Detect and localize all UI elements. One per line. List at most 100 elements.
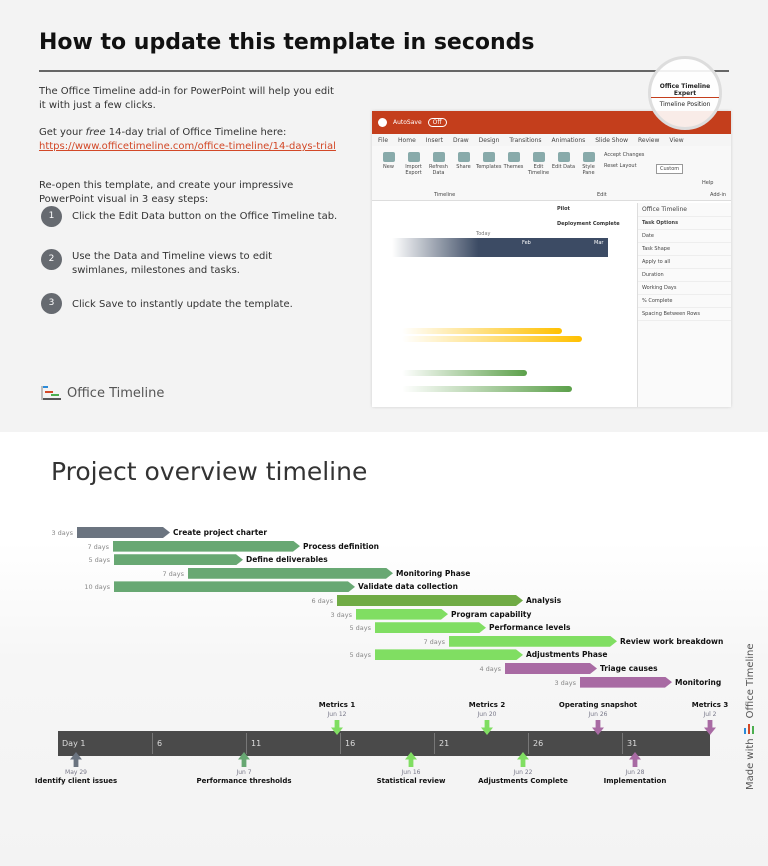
task-bar[interactable]	[114, 581, 355, 592]
task-label: Monitoring	[675, 677, 722, 687]
menu-tab[interactable]: Transitions	[509, 136, 542, 144]
reset-layout[interactable]: Reset Layout	[604, 163, 637, 169]
menu-tab[interactable]: Review	[638, 136, 660, 144]
pane-item[interactable]: Date	[638, 230, 731, 243]
pane-item[interactable]: Working Days	[638, 282, 731, 295]
milestone-label: Operating snapshot	[558, 701, 638, 709]
project-title: Project overview timeline	[51, 457, 368, 486]
task-bar[interactable]	[449, 636, 617, 647]
task-bar[interactable]	[580, 677, 672, 688]
office-timeline-logo: Office Timeline	[41, 385, 164, 401]
menu-tab[interactable]: Slide Show	[595, 136, 628, 144]
ribbon-button[interactable]: Refresh Data	[426, 152, 451, 176]
task-duration: 7 days	[87, 542, 109, 551]
title-bar: AutoSave Off	[372, 111, 731, 134]
pane-item[interactable]: Task Shape	[638, 243, 731, 256]
task-bar[interactable]	[375, 622, 486, 633]
step-3-number: 3	[41, 293, 62, 314]
ribbon-button[interactable]: Import Export	[401, 152, 426, 176]
task-bar[interactable]	[77, 527, 170, 538]
task-bar[interactable]	[114, 554, 243, 565]
accept-changes[interactable]: Accept Changes	[604, 152, 645, 158]
office-timeline-expert-tab[interactable]: Office Timeline Expert	[651, 83, 719, 98]
pane-item[interactable]: Apply to all	[638, 256, 731, 269]
axis-tick: 21	[434, 733, 449, 754]
menu-tab[interactable]: Draw	[452, 136, 469, 144]
task-duration: 3 days	[330, 610, 352, 619]
menu-tab[interactable]: Home	[398, 136, 416, 144]
help-button[interactable]: Help	[702, 180, 714, 186]
instructions-section: How to update this template in seconds T…	[0, 0, 768, 432]
ribbon: Accept Changes Reset Layout Timeline Edi…	[372, 146, 731, 201]
slide-task-bar	[402, 386, 572, 392]
milestone-label: Statistical review	[376, 777, 446, 785]
step-1-number: 1	[41, 206, 62, 227]
milestone-date: May 29	[65, 769, 87, 776]
task-label: Create project charter	[173, 528, 268, 537]
autosave-toggle[interactable]: Off	[427, 118, 447, 127]
ribbon-label: Share	[456, 164, 471, 170]
trial-link[interactable]: https://www.officetimeline.com/office-ti…	[39, 141, 336, 152]
group-edit: Edit	[597, 192, 607, 198]
menu-tab[interactable]: Design	[478, 136, 500, 144]
milestone-date: Jun 16	[401, 769, 421, 776]
trial-pre: Get your	[39, 127, 86, 138]
ribbon-button[interactable]: Share	[451, 152, 476, 170]
ribbon-button[interactable]: New	[376, 152, 401, 170]
menu-tab[interactable]: Animations	[551, 136, 586, 144]
powerpoint-screenshot: AutoSave Off File Home Insert Draw Design Tra…	[372, 111, 731, 407]
pane-item[interactable]: Duration	[638, 269, 731, 282]
task-bar[interactable]	[356, 609, 448, 620]
task-bar[interactable]	[188, 568, 393, 579]
menu-tab[interactable]: View	[669, 136, 684, 144]
task-label: Monitoring Phase	[396, 568, 471, 578]
menu-tab[interactable]: File	[378, 136, 389, 144]
task-duration: 5 days	[349, 624, 371, 633]
month-mar: Mar	[594, 240, 604, 246]
ribbon-icon	[457, 152, 470, 162]
made-with-text: Made with	[744, 738, 756, 790]
pane-item[interactable]: Spacing Between Rows	[638, 308, 731, 321]
powerpoint-icon	[378, 118, 387, 127]
milestone-label: Metrics 1	[318, 701, 356, 709]
ribbon-button[interactable]: Themes	[501, 152, 526, 170]
ribbon-label: Edit Timeline	[527, 164, 550, 176]
ribbon-icon	[482, 152, 495, 162]
step-2-text: Use the Data and Timeline views to edit …	[72, 251, 273, 276]
ribbon-label: Templates	[476, 164, 502, 170]
task-label: Process definition	[303, 541, 379, 551]
menu-tabs: File Home Insert Draw Design Transitions Anima…	[372, 134, 731, 146]
task-bar[interactable]	[375, 649, 523, 660]
logo-text: Office Timeline	[67, 385, 165, 401]
ribbon-icon	[432, 152, 445, 162]
menu-tab[interactable]: Insert	[425, 136, 443, 144]
month-feb: Feb	[522, 240, 531, 246]
task-label: Performance levels	[489, 623, 571, 633]
milestone-label: Performance thresholds	[196, 777, 292, 785]
task-duration: 5 days	[88, 556, 110, 565]
milestone-date: Jun 22	[513, 769, 533, 776]
task-bar[interactable]	[113, 541, 300, 552]
ribbon-icon	[507, 152, 520, 162]
step-1-text: Click the Edit Data button on the Office…	[72, 211, 338, 222]
ribbon-icon	[532, 152, 545, 162]
ribbon-button[interactable]: Templates	[476, 152, 501, 170]
timeline-axis	[58, 731, 710, 756]
position-dropdown[interactable]: Custom	[656, 164, 684, 174]
milestone-date: Jun 20	[477, 711, 497, 718]
pane-item[interactable]: % Complete	[638, 295, 731, 308]
ribbon-button[interactable]: Edit Data	[551, 152, 576, 170]
axis-tick: Day 1	[62, 739, 86, 748]
task-bar[interactable]	[505, 663, 597, 674]
reopen-text: Re-open this template, and create your i…	[39, 180, 294, 205]
deployment-milestone: Deployment Complete	[557, 221, 620, 227]
trial-free: free	[85, 127, 106, 138]
task-duration: 3 days	[51, 529, 73, 537]
office-timeline-logo-icon	[744, 724, 754, 735]
task-bar[interactable]	[337, 595, 523, 606]
ribbon-button[interactable]: Edit Timeline	[526, 152, 551, 176]
slide-task-bar	[402, 336, 582, 342]
task-label: Review work breakdown	[620, 636, 724, 646]
trial-post: 14-day trial of Office Timeline here:	[105, 127, 287, 138]
ribbon-button[interactable]: Style Pane	[576, 152, 601, 176]
